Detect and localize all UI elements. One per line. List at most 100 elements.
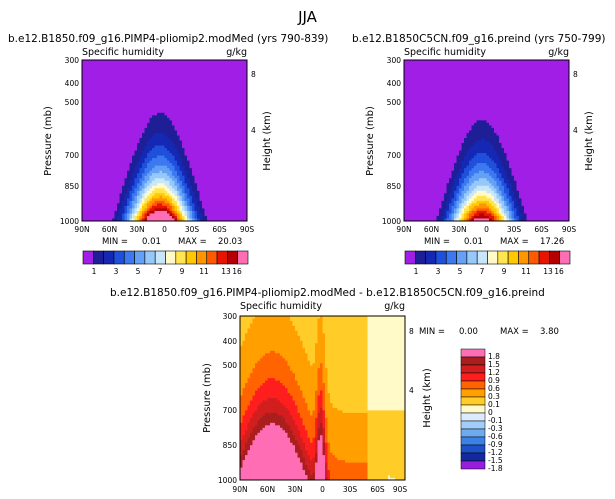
contour-cell — [97, 218, 100, 222]
contour-cell — [204, 140, 208, 144]
contour-cell — [134, 122, 138, 126]
contour-cell — [172, 125, 175, 129]
contour-cell — [182, 158, 185, 162]
contour-cell — [229, 210, 233, 214]
contour-cell — [179, 102, 183, 106]
contour-cell — [212, 72, 215, 76]
contour-cell — [164, 175, 168, 179]
contour-cell — [244, 72, 248, 76]
contour-cell — [439, 67, 442, 71]
contour-cell — [177, 200, 180, 204]
contour-cell — [87, 183, 90, 187]
contour-cell — [99, 150, 103, 154]
contour-cell — [84, 140, 88, 144]
contour-cell — [496, 82, 500, 86]
contour-cell — [554, 80, 557, 84]
contour-cell — [192, 150, 195, 154]
contour-cell — [217, 110, 220, 114]
contour-cell — [92, 140, 95, 144]
contour-cell — [107, 160, 110, 164]
contour-cell — [536, 65, 540, 68]
contour-cell — [192, 160, 195, 164]
contour-cell — [119, 107, 123, 111]
contour-cell — [129, 137, 133, 141]
contour-cell — [202, 95, 205, 99]
contour-cell — [169, 67, 173, 71]
contour-cell — [84, 173, 88, 177]
contour-cell — [219, 95, 223, 99]
contour-cell — [194, 60, 198, 63]
contour-cell — [132, 163, 135, 167]
contour-cell — [144, 125, 148, 129]
contour-cell — [134, 175, 138, 179]
contour-cell — [129, 135, 133, 139]
contour-cell — [501, 82, 505, 86]
contour-cell — [147, 193, 150, 197]
contour-cell — [114, 90, 118, 94]
contour-cell — [89, 135, 93, 139]
contour-cell — [114, 150, 118, 154]
contour-cell — [157, 185, 160, 189]
contour-cell — [134, 198, 138, 202]
contour-cell — [129, 210, 133, 214]
contour-cell — [219, 198, 223, 202]
contour-cell — [182, 135, 185, 139]
contour-cell — [536, 62, 540, 66]
contour-cell — [162, 62, 165, 66]
contour-cell — [197, 125, 200, 129]
contour-cell — [129, 72, 133, 76]
contour-cell — [424, 85, 427, 89]
contour-cell — [82, 195, 85, 199]
contour-cell — [471, 85, 475, 89]
contour-cell — [122, 180, 125, 184]
contour-cell — [154, 160, 158, 164]
contour-cell — [234, 170, 238, 174]
contour-cell — [129, 193, 133, 197]
contour-cell — [214, 137, 218, 141]
contour-cell — [172, 117, 175, 121]
contour-cell — [506, 70, 510, 73]
contour-cell — [144, 112, 148, 116]
contour-cell — [224, 117, 228, 121]
contour-cell — [464, 75, 467, 79]
contour-cell — [214, 85, 218, 89]
contour-cell — [184, 208, 188, 212]
contour-cell — [174, 92, 178, 96]
contour-cell — [187, 163, 190, 167]
contour-cell — [114, 77, 118, 81]
contour-cell — [154, 215, 158, 219]
contour-cell — [144, 117, 148, 121]
contour-cell — [172, 110, 175, 114]
contour-cell — [169, 97, 173, 101]
contour-cell — [147, 153, 150, 156]
contour-cell — [174, 180, 178, 184]
cb1-label-9: 9 — [180, 267, 185, 276]
contour-cell — [516, 67, 520, 71]
contour-cell — [192, 190, 195, 194]
contour-cell — [99, 95, 103, 99]
contour-cell — [451, 82, 455, 86]
contour-cell — [137, 112, 140, 116]
contour-cell — [119, 193, 123, 197]
contour-cell — [214, 105, 218, 109]
contour-cell — [237, 65, 240, 68]
contour-cell — [117, 198, 120, 202]
contour-cell — [189, 158, 193, 162]
contour-cell — [242, 62, 245, 66]
contour-cell — [466, 60, 470, 63]
contour-cell — [531, 77, 535, 81]
contour-cell — [99, 90, 103, 94]
contour-cell — [159, 163, 163, 167]
contour-cell — [481, 80, 485, 84]
contour-cell — [451, 80, 455, 84]
contour-cell — [94, 215, 98, 219]
contour-cell — [199, 150, 203, 154]
contour-cell — [204, 135, 208, 139]
contour-cell — [224, 205, 228, 209]
contour-cell — [237, 210, 240, 214]
contour-cell — [132, 122, 135, 126]
contour-cell — [102, 150, 105, 154]
contour-cell — [224, 165, 228, 169]
contour-cell — [197, 168, 200, 172]
contour-cell — [134, 82, 138, 86]
